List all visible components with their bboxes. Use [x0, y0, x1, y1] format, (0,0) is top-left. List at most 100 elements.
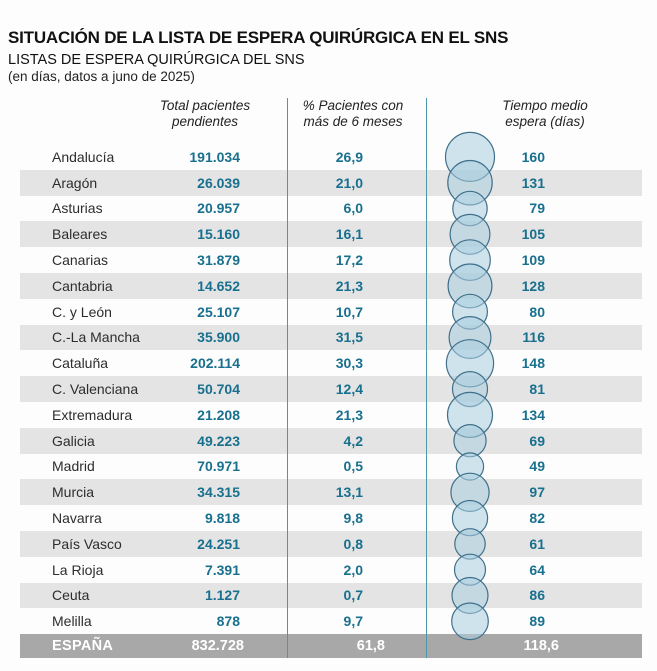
region-name: Andalucía [52, 148, 115, 165]
pct-value: 10,7 [335, 303, 363, 320]
region-name: Navarra [52, 510, 102, 527]
total-value: 15.160 [197, 226, 240, 243]
table-row: Canarias 31.879 17,2 109 [20, 247, 642, 273]
days-value: 69 [529, 432, 545, 449]
days-value: 49 [529, 458, 545, 475]
column-header-total-line1: Total pacientes [159, 98, 251, 113]
days-value: 79 [529, 200, 545, 217]
region-name: Extremadura [52, 406, 133, 423]
region-name: Murcia [52, 484, 95, 501]
page-subtitle: LISTAS DE ESPERA QUIRÚRGICA DEL SNS [8, 52, 305, 68]
total-row-days-value: 118,6 [523, 638, 560, 654]
page-title: SITUACIÓN DE LA LISTA DE ESPERA QUIRÚRGI… [8, 28, 509, 47]
column-header-pct: % Pacientes con más de 6 meses [288, 98, 418, 129]
total-value: 26.039 [197, 174, 240, 191]
pct-value: 0,7 [343, 587, 363, 604]
total-value: 25.107 [197, 303, 240, 320]
total-value: 7.391 [204, 561, 240, 578]
pct-value: 26,9 [335, 148, 363, 165]
region-name: Cantabria [52, 277, 113, 294]
column-header-days-line1: Tiempo medio [502, 98, 588, 113]
total-row-total-value: 832.728 [191, 638, 244, 654]
region-name: C. Valenciana [52, 381, 139, 398]
days-value: 82 [529, 510, 545, 527]
region-name: La Rioja [52, 561, 104, 578]
region-name: Melilla [52, 613, 92, 630]
table-rows: Andalucía 191.034 26,9 160 Aragón 26.039 21,0 1… [20, 144, 642, 634]
pct-value: 17,2 [335, 252, 363, 269]
column-header-days-line2: espera (días) [505, 113, 585, 129]
table-row: Melilla 878 9,7 89 [20, 608, 642, 634]
region-name: Ceuta [52, 587, 90, 604]
total-value: 70.971 [197, 458, 240, 475]
days-value: 160 [521, 148, 545, 165]
days-value: 148 [521, 355, 545, 372]
region-name: Aragón [52, 174, 98, 191]
days-value: 131 [521, 174, 545, 191]
region-name: País Vasco [52, 535, 122, 552]
days-value: 80 [529, 303, 545, 320]
total-value: 9.818 [204, 510, 240, 527]
table-row: Ceuta 1.127 0,7 86 [20, 582, 642, 609]
total-value: 191.034 [189, 148, 240, 165]
days-value: 89 [529, 613, 545, 630]
region-name: Asturias [52, 200, 103, 217]
days-value: 134 [521, 406, 545, 423]
pct-value: 2,0 [343, 561, 363, 578]
table-row: Andalucía 191.034 26,9 160 [20, 144, 642, 170]
pct-value: 4,2 [343, 432, 363, 449]
table-row: Baleares 15.160 16,1 105 [20, 221, 642, 248]
table-row: Murcia 34.315 13,1 97 [20, 479, 642, 506]
table-row: País Vasco 24.251 0,8 61 [20, 530, 642, 557]
total-row-pct-value: 61,8 [356, 638, 385, 654]
pct-value: 9,8 [343, 510, 363, 527]
table-row: C.-La Mancha 35.900 31,5 116 [20, 324, 642, 351]
region-name: Madrid [52, 458, 95, 475]
days-value: 81 [529, 381, 545, 398]
region-name: Galicia [52, 432, 95, 449]
pct-value: 21,0 [335, 174, 363, 191]
table-row: C. y León 25.107 10,7 80 [20, 299, 642, 325]
pct-value: 12,4 [335, 381, 363, 398]
region-name: Canarias [52, 252, 109, 269]
column-header-total-line2: pendientes [171, 113, 239, 129]
total-value: 202.114 [190, 355, 240, 372]
days-value: 109 [521, 252, 545, 269]
total-value: 1.127 [204, 587, 240, 604]
total-value: 35.900 [197, 329, 240, 346]
days-value: 86 [529, 587, 545, 604]
pct-value: 0,5 [343, 458, 363, 475]
total-row: ESPAÑA 832.728 61,8 118,6 [20, 634, 642, 658]
pct-value: 6,0 [343, 200, 363, 217]
column-header-days: Tiempo medio espera (días) [480, 98, 610, 129]
total-value: 20.957 [197, 200, 240, 217]
region-name: C.-La Mancha [52, 329, 140, 346]
total-value: 49.223 [197, 432, 240, 449]
table-row: Cantabria 14.652 21,3 128 [20, 272, 642, 299]
total-value: 31.879 [197, 252, 240, 269]
table-row: La Rioja 7.391 2,0 64 [20, 557, 642, 583]
table-row: Cataluña 202.114 30,3 148 [20, 350, 642, 376]
pct-value: 16,1 [335, 226, 363, 243]
table-row: Madrid 70.971 0,5 49 [20, 454, 642, 480]
pct-value: 30,3 [335, 355, 363, 372]
table-row: C. Valenciana 50.704 12,4 81 [20, 376, 642, 402]
table-row: Asturias 20.957 6,0 79 [20, 196, 642, 222]
date-note: (en días, datos a juno de 2025) [8, 69, 195, 84]
column-header-pct-line1: % Pacientes con [302, 98, 404, 113]
table-row: Extremadura 21.208 21,3 134 [20, 402, 642, 428]
table-row: Aragón 26.039 21,0 131 [20, 169, 642, 196]
days-value: 128 [521, 277, 545, 294]
pct-value: 31,5 [335, 329, 363, 346]
column-divider-left [287, 98, 288, 658]
column-header-total: Total pacientes pendientes [140, 98, 270, 129]
days-value: 105 [521, 226, 545, 243]
total-value: 24.251 [197, 535, 240, 552]
region-name: C. y León [52, 303, 112, 320]
total-value: 50.704 [197, 381, 240, 398]
days-value: 97 [529, 484, 545, 501]
total-value: 14.652 [197, 277, 240, 294]
pct-value: 13,1 [335, 484, 363, 501]
total-value: 34.315 [197, 484, 240, 501]
